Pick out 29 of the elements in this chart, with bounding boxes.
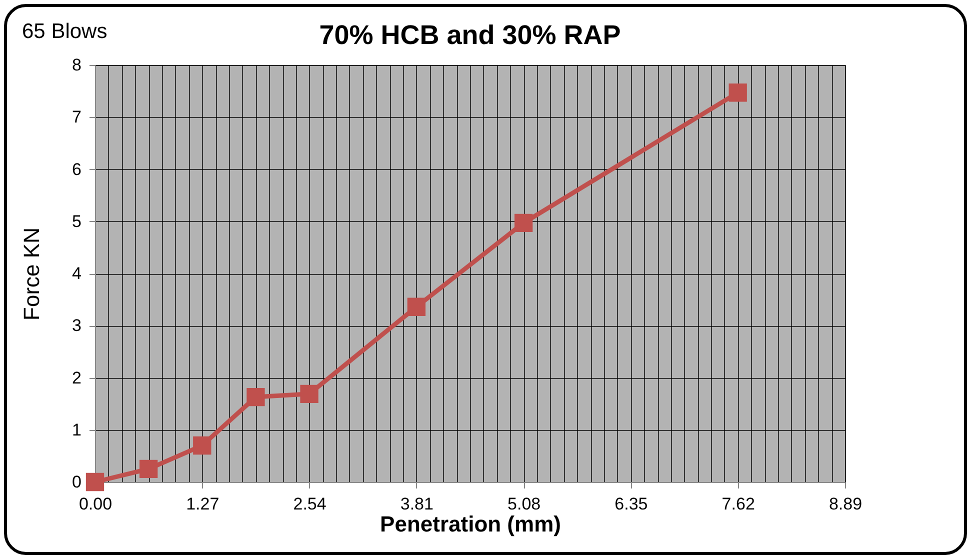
y-tick-label: 1	[72, 420, 82, 440]
point	[300, 384, 318, 403]
y-tick-label: 5	[72, 212, 82, 231]
x-tick-label: 1.27	[186, 494, 220, 514]
x-tick-label: 6.35	[614, 494, 648, 514]
y-tick-label: 7	[72, 108, 82, 127]
point	[246, 388, 265, 406]
y-tick-label: 6	[72, 160, 82, 179]
y-tick-label: 0	[72, 472, 82, 492]
chart-title: 70% HCB and 30% RAP	[319, 20, 621, 50]
point	[86, 472, 104, 492]
y-tick-label: 3	[72, 316, 82, 336]
point	[514, 214, 533, 232]
y-tick-label: 4	[72, 264, 82, 283]
y-axis-title: Force KN	[19, 228, 44, 320]
point	[193, 436, 212, 455]
text: 65 Blows	[22, 20, 108, 44]
x-tick-label: 8.89	[828, 494, 862, 514]
x-tick-label: 7.62	[722, 494, 755, 514]
y-tick-label: 2	[72, 368, 82, 388]
x-tick-label: 3.81	[400, 494, 434, 514]
point	[407, 298, 426, 316]
point	[139, 460, 158, 478]
y-tick-label: 8	[72, 56, 82, 74]
x-tick-label: 0.00	[78, 494, 112, 514]
x-axis-title: Penetration (mm)	[380, 512, 561, 536]
x-tick-label: 5.08	[508, 494, 541, 514]
point	[728, 84, 747, 102]
x-tick-label: 2.54	[293, 494, 326, 514]
